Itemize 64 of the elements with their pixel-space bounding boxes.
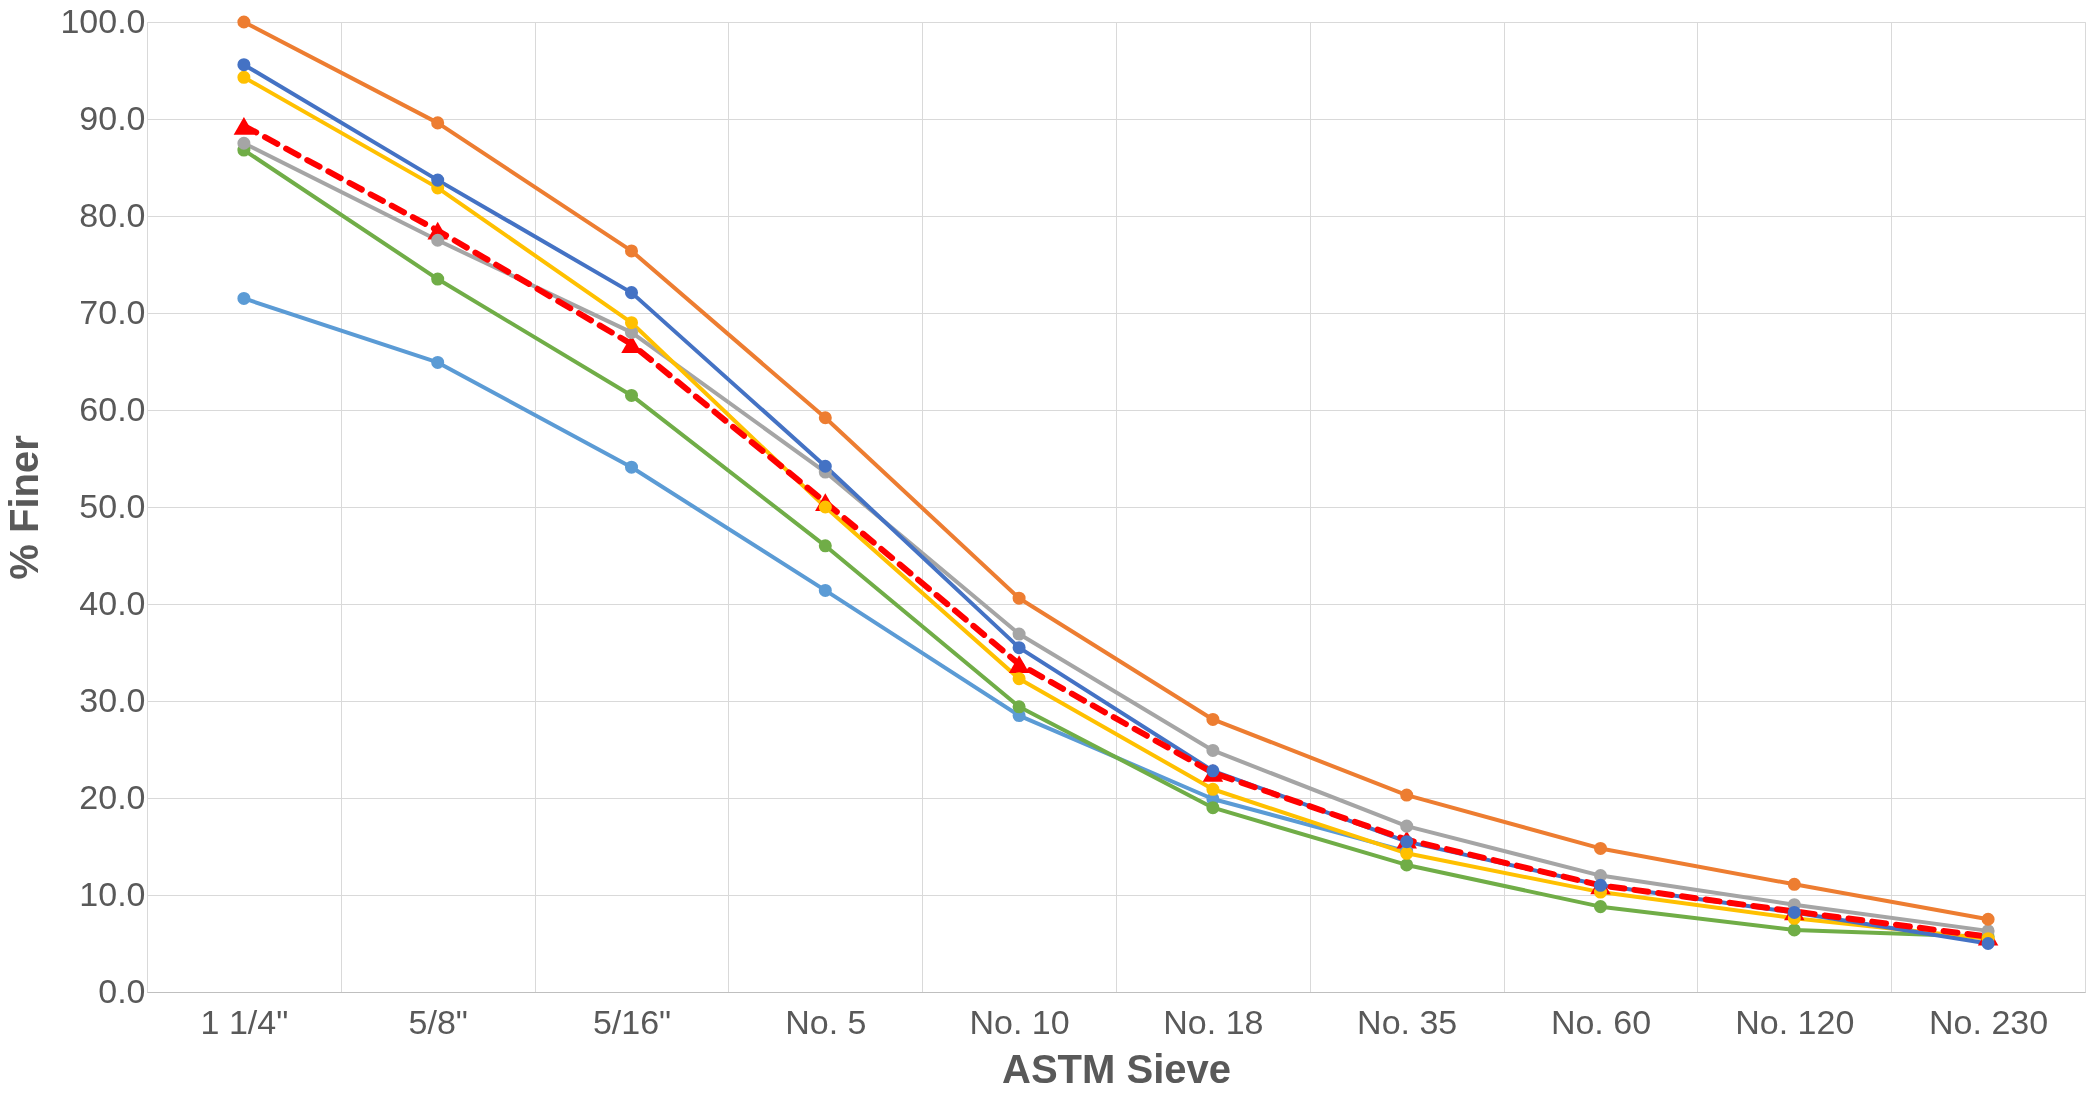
point bbox=[431, 355, 445, 369]
point bbox=[818, 539, 832, 553]
point bbox=[624, 286, 639, 300]
point bbox=[1012, 591, 1026, 605]
point bbox=[1206, 782, 1220, 796]
y-tick-label: 80.0 bbox=[79, 195, 146, 234]
point bbox=[818, 500, 832, 514]
point bbox=[1206, 712, 1220, 726]
y-tick-label: 0.0 bbox=[98, 971, 146, 1010]
y-tick-label: 10.0 bbox=[79, 874, 146, 913]
point bbox=[1981, 936, 1995, 951]
point bbox=[1787, 877, 1801, 891]
point bbox=[1787, 923, 1801, 937]
point bbox=[1593, 841, 1608, 855]
point bbox=[624, 388, 639, 402]
point bbox=[237, 70, 251, 84]
point bbox=[1400, 819, 1414, 833]
x-tick-label: No. 35 bbox=[1357, 1002, 1458, 1041]
y-tick-label: 100.0 bbox=[60, 1, 146, 40]
x-tick-label: 5/16" bbox=[592, 1002, 672, 1041]
point bbox=[818, 583, 832, 597]
point bbox=[237, 136, 251, 150]
point bbox=[431, 116, 445, 130]
point bbox=[237, 291, 251, 305]
point bbox=[1787, 905, 1801, 919]
point bbox=[431, 173, 445, 187]
point bbox=[1012, 641, 1026, 655]
point bbox=[1400, 788, 1414, 802]
x-axis-title: ASTM Sieve bbox=[1002, 1046, 1231, 1091]
point bbox=[1008, 655, 1030, 674]
x-tick-label: No. 5 bbox=[785, 1002, 867, 1041]
point bbox=[1012, 627, 1026, 641]
x-tick-label: No. 60 bbox=[1550, 1002, 1652, 1041]
y-tick-label: 60.0 bbox=[79, 389, 146, 428]
y-tick-label: 20.0 bbox=[79, 777, 146, 816]
point bbox=[818, 411, 832, 425]
y-tick-label: 30.0 bbox=[79, 680, 146, 719]
point bbox=[233, 116, 255, 135]
x-tick-label: 1 1/4" bbox=[200, 1002, 289, 1041]
y-tick-label: 40.0 bbox=[79, 583, 146, 622]
point bbox=[1981, 912, 1995, 926]
point bbox=[624, 316, 639, 330]
x-tick-label: 5/8" bbox=[408, 1002, 468, 1041]
y-tick-label: 90.0 bbox=[79, 98, 146, 137]
x-tick-label: No. 18 bbox=[1163, 1002, 1264, 1041]
point bbox=[818, 459, 832, 473]
x-tick-label: No. 230 bbox=[1929, 1002, 2049, 1041]
point bbox=[1012, 700, 1026, 714]
point bbox=[431, 272, 445, 286]
point bbox=[237, 15, 251, 29]
point bbox=[1012, 672, 1026, 686]
x-tick-label: No. 120 bbox=[1735, 1002, 1855, 1041]
point bbox=[1206, 743, 1220, 757]
point bbox=[431, 233, 445, 247]
point bbox=[237, 58, 251, 72]
y-tick-label: 50.0 bbox=[79, 486, 146, 525]
point bbox=[1206, 801, 1220, 815]
y-tick-label: 70.0 bbox=[79, 292, 146, 331]
x-tick-label: No. 10 bbox=[969, 1002, 1070, 1041]
point bbox=[1593, 900, 1608, 914]
point bbox=[1400, 858, 1414, 872]
y-axis-title: % Finer bbox=[2, 435, 47, 580]
point bbox=[624, 460, 639, 474]
point bbox=[624, 244, 639, 258]
